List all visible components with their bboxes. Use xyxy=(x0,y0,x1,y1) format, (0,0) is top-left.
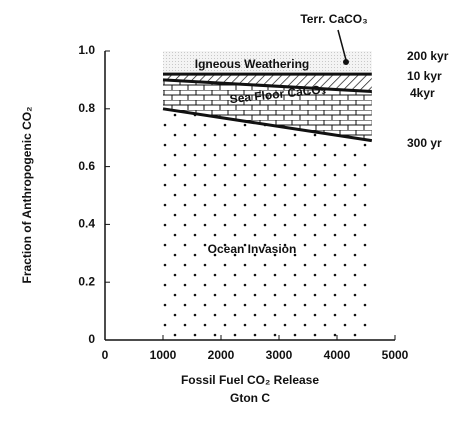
y-tick-label: 0.2 xyxy=(78,274,95,288)
region-label: Terr. CaCO₃ xyxy=(300,12,367,26)
boundary-line xyxy=(162,78,372,93)
boundary-line xyxy=(162,107,373,143)
region xyxy=(163,108,372,340)
y-tick-label: 0.4 xyxy=(78,217,95,231)
y-tick-label: 0 xyxy=(88,332,95,346)
x-tick-label: 5000 xyxy=(382,348,409,362)
region xyxy=(163,51,372,75)
y-axis-label: Fraction of Anthropogenic CO₂ xyxy=(20,107,34,284)
region xyxy=(163,79,372,141)
x-axis-label: Fossil Fuel CO₂ Release xyxy=(181,373,319,387)
x-tick-label: 2000 xyxy=(208,348,235,362)
y-tick-label: 0.6 xyxy=(78,159,95,173)
arrow-head xyxy=(343,59,349,65)
x-tick-label: 3000 xyxy=(266,348,293,362)
x-tick-label: 1000 xyxy=(150,348,177,362)
timescale-label: 300 yr xyxy=(407,136,442,150)
arrow xyxy=(337,29,347,61)
timescale-label: 200 kyr xyxy=(407,49,449,63)
region-label: Ocean Invasion xyxy=(208,242,297,256)
timescale-label: 10 kyr xyxy=(407,69,442,83)
x-axis-label: Gton C xyxy=(230,391,270,405)
x-tick-label: 0 xyxy=(102,348,109,362)
timescale-label: 4kyr xyxy=(410,86,435,100)
region-label: Igneous Weathering xyxy=(195,57,309,71)
x-tick-label: 4000 xyxy=(324,348,351,362)
y-tick-label: 1.0 xyxy=(78,43,95,57)
y-tick-label: 0.8 xyxy=(78,101,95,115)
